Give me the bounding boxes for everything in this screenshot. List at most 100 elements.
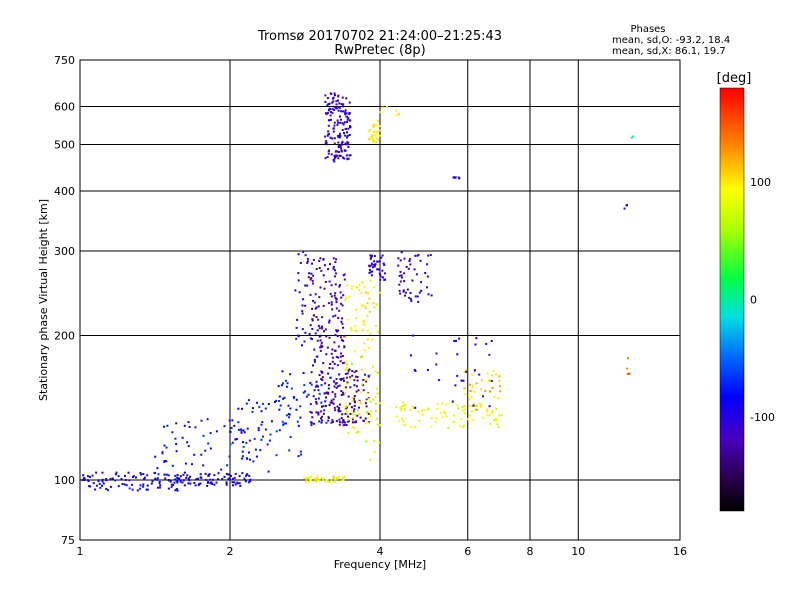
data-point [365,291,367,294]
data-point [321,415,324,418]
data-point [301,328,304,331]
data-point [287,404,290,407]
data-point [381,254,384,257]
data-point [341,322,344,325]
data-point [121,483,124,486]
data-point [241,455,244,458]
data-point [325,113,328,116]
data-point [351,370,354,373]
data-point [350,362,353,365]
data-point [372,130,375,133]
data-point [340,394,343,396]
data-point [335,420,338,423]
data-point [332,130,335,133]
data-point [322,412,325,415]
data-point [231,481,234,484]
data-point [89,485,92,488]
data-point [465,368,467,371]
data-point [341,96,344,99]
data-point [340,378,343,380]
data-point [457,407,459,410]
data-point [175,443,178,445]
data-point [335,307,338,310]
data-point [328,107,331,110]
data-point [351,421,354,424]
data-point [464,393,467,396]
data-point [361,355,363,358]
data-point [414,254,417,257]
data-point [81,479,84,481]
data-point [334,150,337,153]
data-point [351,410,354,413]
data-point [385,106,388,108]
data-point [333,480,336,483]
data-point [313,301,316,304]
data-point [362,419,365,422]
data-point [288,413,291,416]
data-point [416,295,419,298]
data-point [403,408,406,411]
data-point [458,177,461,180]
data-point [353,350,356,353]
data-point [332,159,335,161]
data-point [382,276,384,279]
x-tick-label: 10 [571,545,585,558]
data-point [367,374,370,377]
data-point [327,417,330,419]
data-point [330,153,333,156]
data-point [367,292,370,295]
data-point [179,480,182,483]
data-point [447,427,450,429]
data-point [630,136,633,139]
data-point [434,421,437,424]
data-point [340,479,343,482]
data-point [328,321,331,324]
data-point [349,386,352,389]
data-point [327,150,330,153]
data-point [329,114,332,117]
data-point [248,399,250,402]
data-point [231,419,234,422]
data-point [181,436,184,439]
data-point [233,476,236,479]
data-point [375,137,378,140]
data-point [482,416,485,419]
data-point [89,475,91,478]
data-point [237,428,240,431]
data-point [451,402,454,405]
data-point [296,318,299,321]
data-point [498,375,501,378]
data-point [128,487,131,490]
data-point [240,431,243,434]
data-point [398,274,401,277]
data-point [314,360,316,363]
data-point [179,475,182,478]
data-point [363,349,366,352]
data-point [332,127,335,130]
data-point [348,402,351,405]
data-point [313,479,316,482]
data-point [297,272,300,275]
data-point [313,314,315,317]
data-point [332,96,335,99]
data-point [327,392,330,395]
x-axis-label: Frequency [MHz] [334,558,426,571]
data-point [482,395,484,398]
data-point [139,487,142,490]
data-point [142,485,145,488]
data-point [473,404,476,407]
data-point [337,317,340,319]
data-point [345,376,348,379]
data-point [353,395,356,398]
data-point [88,485,90,488]
data-point [281,370,284,373]
data-point [486,372,489,375]
data-point [155,478,158,481]
data-point [297,424,300,427]
data-point [340,103,343,106]
data-point [318,296,321,299]
data-point [351,396,354,399]
data-point [343,132,345,134]
data-point [351,374,354,377]
